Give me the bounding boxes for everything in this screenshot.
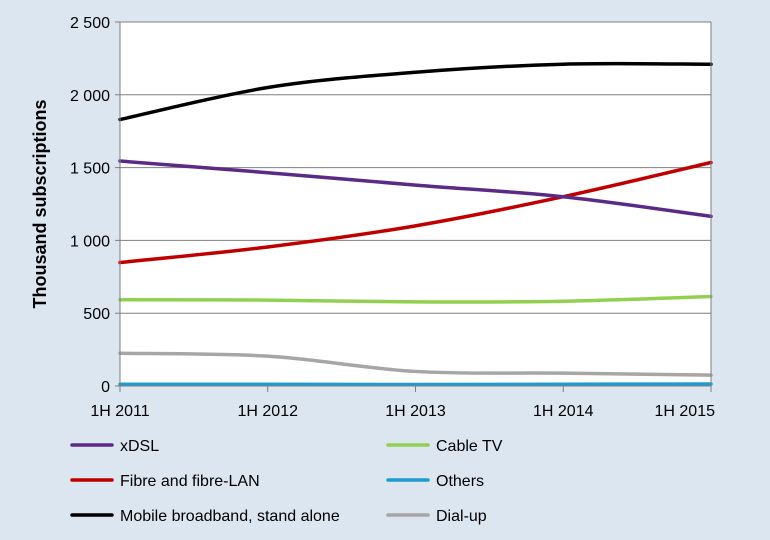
legend-label: Others [436,473,484,490]
x-tick-label: 1H 2013 [385,403,446,420]
x-tick-label: 1H 2014 [533,403,594,420]
y-tick-label: 2 500 [70,15,110,32]
legend-label: Mobile broadband, stand alone [120,508,340,525]
series-line-dial-up [118,351,713,377]
y-tick-label: 500 [83,306,110,323]
legend-label: Fibre and fibre-LAN [120,473,260,490]
y-axis-title: Thousand subscriptions [30,99,50,308]
legend-label: Cable TV [436,438,503,455]
series-lines [118,61,713,387]
y-tick-label: 1 500 [70,161,110,178]
legend-label: xDSL [120,438,159,455]
y-tick-label: 2 000 [70,88,110,105]
x-axis-ticks: 1H 2011 1H 2012 1H 2013 1H 2014 1H 2015 [90,386,715,420]
legend: xDSL Cable TV Fibre and fibre-LAN Others Mob… [70,438,503,525]
y-axis-ticks: 0 500 1 000 1 500 2 000 2 500 [70,15,120,396]
series-line-others [118,382,713,387]
series-line-fibre-and-fibre-lan [118,160,713,265]
x-tick-label: 1H 2011 [90,403,149,420]
legend-label: Dial-up [436,508,487,525]
y-tick-label: 0 [101,379,110,396]
y-tick-label: 1 000 [70,233,110,250]
series-line-cable-tv [118,294,713,304]
series-line-xdsl [118,159,713,219]
x-tick-label: 1H 2012 [238,403,299,420]
series-line-mobile-broadband-stand-alone [118,61,713,122]
x-tick-label: 1H 2015 [655,403,716,420]
